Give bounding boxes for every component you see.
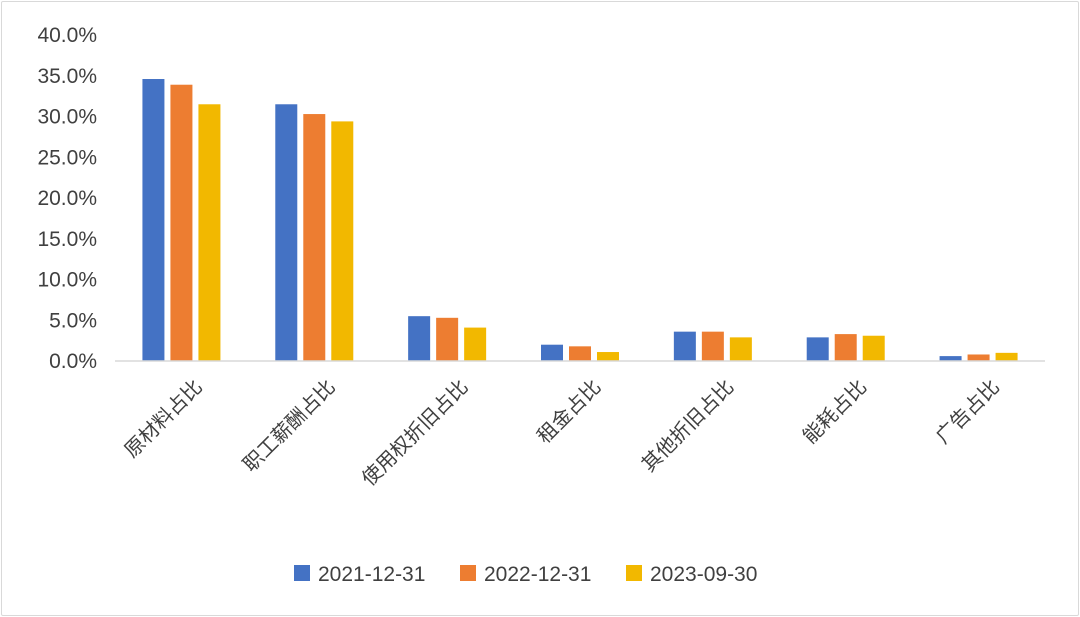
y-tick-label: 35.0%: [37, 65, 97, 88]
bar: [806, 337, 829, 361]
y-tick-label: 5.0%: [49, 309, 97, 332]
x-axis-category-labels: 原材料占比 职工薪酬占比 使用权折旧占比 租金占比 其他折旧占比 能耗占比 广告占比: [119, 375, 1004, 491]
bar: [597, 352, 619, 361]
bar: [303, 114, 326, 362]
bar: [701, 331, 724, 361]
bar: [408, 316, 431, 361]
bar: [967, 354, 990, 361]
bars: [142, 79, 1018, 362]
legend: 2021-12-31 2022-12-31 2023-09-30: [294, 563, 757, 586]
bar: [569, 346, 591, 361]
x-category-label: 能耗占比: [798, 375, 872, 449]
x-category-label: 使用权折旧占比: [357, 375, 473, 491]
x-category-label: 广告占比: [931, 375, 1005, 449]
x-category-label: 原材料占比: [119, 375, 207, 463]
legend-swatch: [626, 565, 642, 581]
y-tick-label: 20.0%: [37, 187, 97, 210]
bar: [170, 84, 193, 361]
legend-label: 2023-09-30: [650, 563, 757, 586]
bar: [142, 79, 165, 361]
bar: [436, 317, 459, 361]
bar: [862, 335, 885, 361]
x-category-label: 租金占比: [532, 375, 606, 449]
legend-label: 2022-12-31: [484, 563, 591, 586]
legend-swatch: [294, 565, 310, 581]
bar: [673, 331, 696, 361]
bar: [729, 337, 752, 361]
bar: [541, 344, 563, 361]
bar: [834, 334, 857, 361]
y-tick-label: 25.0%: [37, 146, 97, 169]
bar: [995, 352, 1018, 361]
y-tick-label: 30.0%: [37, 106, 97, 129]
x-category-label: 其他折旧占比: [637, 375, 739, 477]
bar: [275, 104, 298, 362]
legend-swatch: [460, 565, 476, 581]
legend-label: 2021-12-31: [318, 563, 425, 586]
bar: [464, 327, 487, 361]
y-axis-ticks: 0.0% 5.0% 10.0% 15.0% 20.0% 25.0% 30.0% 35.0% 40…: [37, 24, 97, 373]
bar: [939, 356, 962, 361]
y-tick-label: 15.0%: [37, 228, 97, 251]
y-tick-label: 0.0%: [49, 350, 97, 373]
bar: [198, 104, 221, 362]
x-category-label: 职工薪酬占比: [238, 375, 340, 477]
bar: [331, 121, 354, 361]
y-tick-label: 40.0%: [37, 24, 97, 47]
y-tick-label: 10.0%: [37, 269, 97, 292]
